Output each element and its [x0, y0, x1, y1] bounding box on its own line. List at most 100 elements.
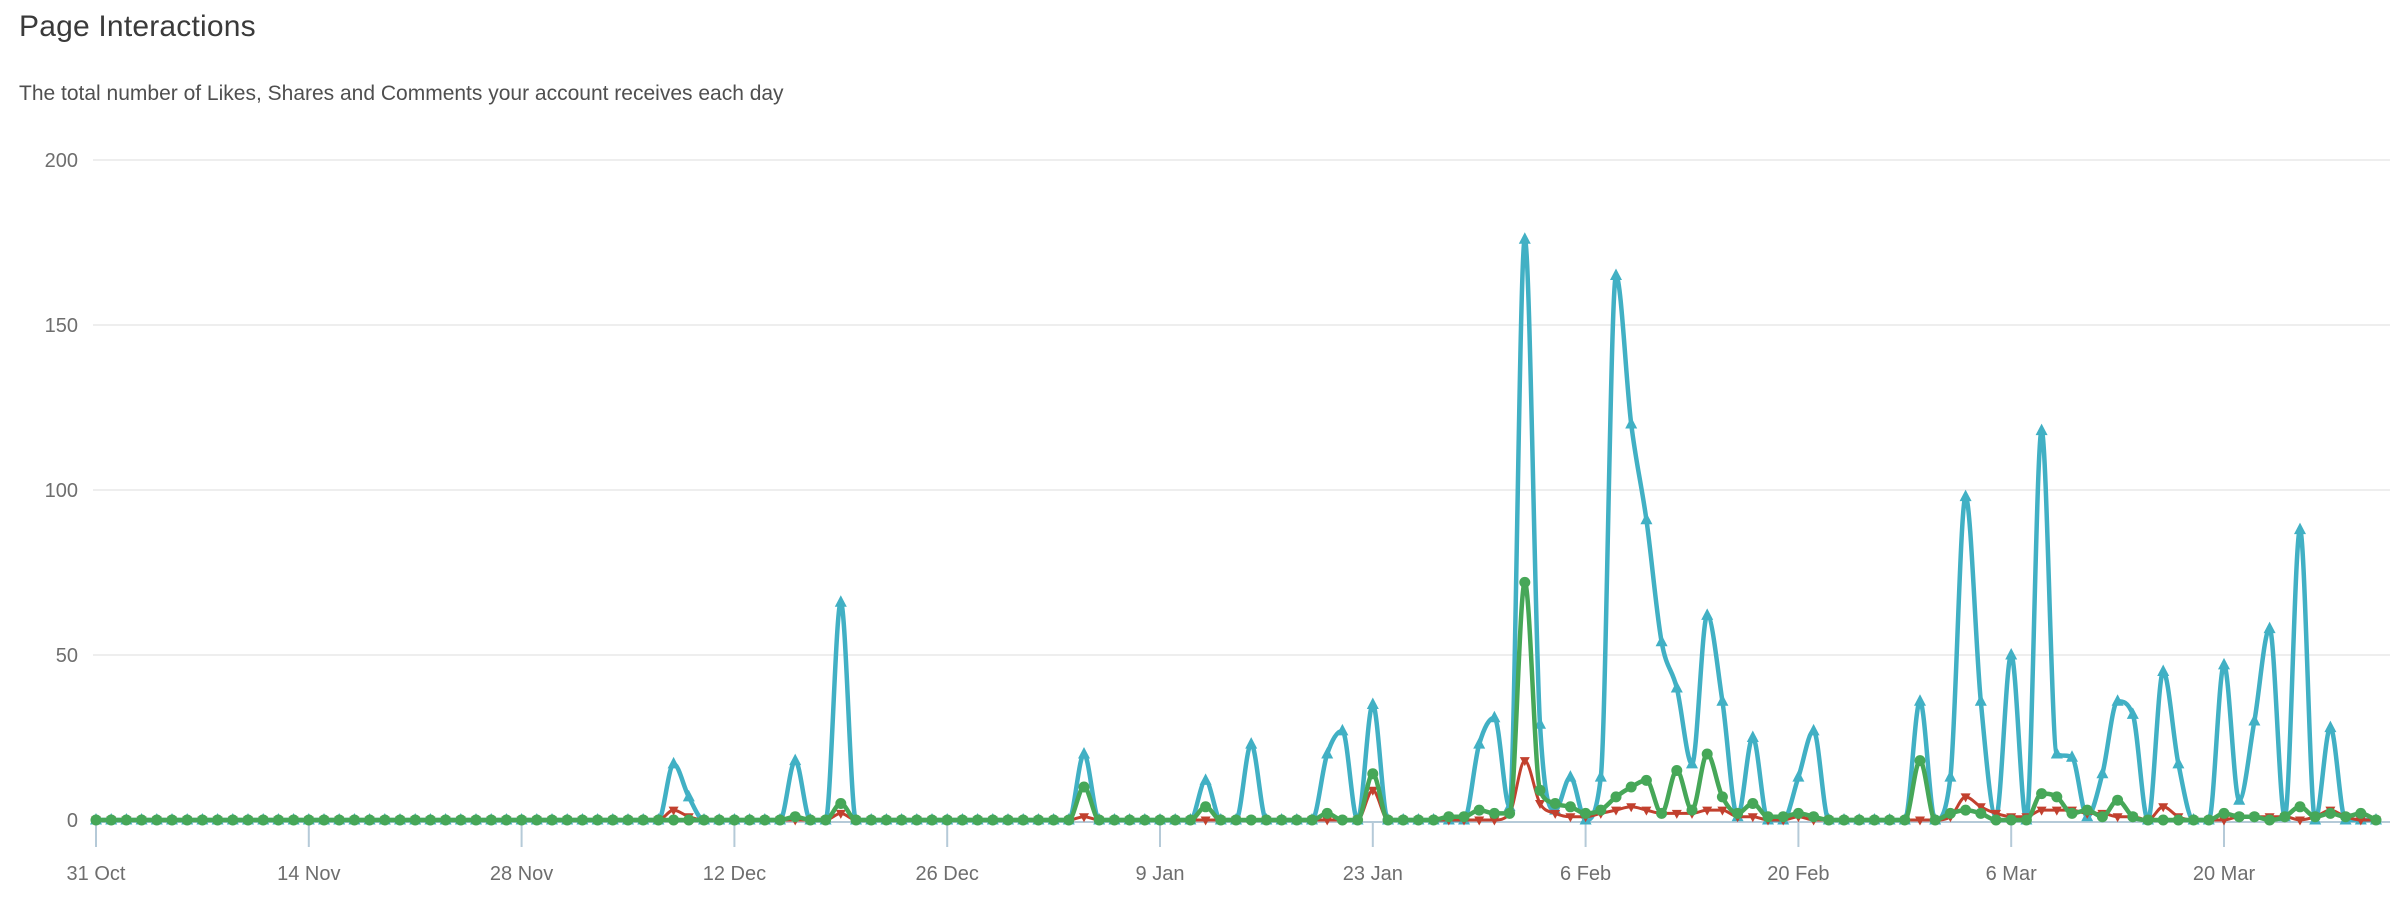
series-likes-marker-triangle-up-icon [667, 756, 680, 769]
series-comments-marker-triangle-down-icon [2295, 816, 2305, 826]
series-shares-marker-circle-icon [804, 814, 816, 826]
series-shares-marker-circle-icon [2294, 801, 2306, 813]
series-shares-marker-circle-icon [227, 814, 239, 826]
series-shares-marker-circle-icon [1564, 801, 1576, 813]
series-shares-marker-circle-icon [1367, 768, 1379, 780]
series-likes-marker-triangle-up-icon [1807, 723, 1820, 736]
series-comments-marker-triangle-down-icon [1200, 816, 1211, 826]
series-likes-marker-triangle-up-icon [1610, 268, 1622, 280]
series-shares-marker-circle-icon [1352, 814, 1364, 826]
series-comments-marker-triangle-down-icon [1717, 806, 1728, 816]
series-shares-marker-circle-icon [546, 814, 558, 826]
series-shares-marker-circle-icon [257, 814, 269, 826]
series-shares-marker-circle-icon [1078, 781, 1090, 793]
series-shares-marker-circle-icon [2020, 814, 2032, 826]
series-shares-marker-circle-icon [379, 814, 391, 826]
series-shares-marker-circle-icon [1245, 814, 1257, 826]
series-likes-marker-triangle-up-icon [1518, 232, 1531, 244]
series-shares-marker-circle-icon [2066, 807, 2078, 819]
series-likes-marker-triangle-up-icon [1488, 710, 1501, 723]
series-shares-marker-circle-icon [2096, 811, 2108, 823]
series-comments-marker-triangle-down-icon [2112, 813, 2123, 823]
x-axis-label: 6 Mar [1986, 863, 2037, 885]
series-shares-marker-circle-icon [622, 814, 634, 826]
series-shares-marker-circle-icon [470, 814, 482, 826]
series-shares-marker-circle-icon [1777, 811, 1789, 823]
series-shares-marker-circle-icon [2172, 814, 2184, 826]
series-shares-marker-circle-icon [2081, 804, 2093, 816]
x-axis-label: 9 Jan [1136, 863, 1185, 885]
series-shares-marker-circle-icon [120, 814, 132, 826]
series-shares-marker-circle-icon [1397, 814, 1409, 826]
x-axis-label: 28 Nov [490, 863, 553, 885]
series-shares-marker-circle-icon [424, 814, 436, 826]
series-shares-marker-circle-icon [2142, 814, 2154, 826]
series-likes-marker-triangle-up-icon [1336, 723, 1349, 736]
series-shares-marker-circle-icon [1473, 804, 1485, 816]
series-shares-marker-circle-icon [2264, 814, 2276, 826]
x-axis-label: 20 Mar [2193, 863, 2256, 885]
series-shares-marker-circle-icon [1914, 755, 1926, 767]
series-shares-marker-circle-icon [1640, 774, 1652, 786]
series-shares-marker-circle-icon [2112, 794, 2124, 806]
series-shares-marker-circle-icon [987, 814, 999, 826]
x-axis-label: 31 Oct [67, 863, 126, 885]
x-axis-label: 20 Feb [1767, 863, 1829, 885]
series-comments-marker-triangle-down-icon [1535, 800, 1545, 809]
series-likes-marker-triangle-up-icon [1959, 489, 1972, 502]
series-likes-marker-triangle-up-icon [1974, 694, 1987, 706]
series-comments-marker-triangle-down-icon [1671, 809, 1682, 819]
series-likes-marker-triangle-up-icon [1686, 756, 1698, 769]
series-shares-marker-circle-icon [440, 814, 452, 826]
series-shares-marker-circle-icon [774, 814, 786, 826]
series-shares-marker-circle-icon [485, 814, 497, 826]
series-likes-marker-triangle-up-icon [2066, 750, 2078, 762]
series-likes-marker-triangle-up-icon [2294, 522, 2306, 535]
series-comments-marker-triangle-down-icon [1322, 816, 1333, 826]
series-shares-marker-circle-icon [896, 814, 908, 826]
series-shares-marker-circle-icon [1990, 814, 2002, 826]
series-shares-marker-circle-icon [1838, 814, 1850, 826]
series-likes-marker-triangle-up-icon [1746, 730, 1759, 742]
series-likes-marker-triangle-up-icon [1914, 694, 1926, 706]
y-axis-label: 0 [67, 810, 78, 832]
series-shares-marker-circle-icon [1960, 804, 1972, 816]
series-shares-marker-circle-icon [242, 814, 254, 826]
series-shares-marker-circle-icon [1002, 814, 1014, 826]
x-axis-label: 12 Dec [703, 863, 766, 885]
series-shares-marker-circle-icon [1686, 804, 1698, 816]
series-shares-marker-circle-icon [1656, 807, 1668, 819]
series-likes-marker-triangle-up-icon [1473, 737, 1486, 749]
series-shares-marker-circle-icon [1336, 814, 1348, 826]
series-likes-marker-triangle-up-icon [1792, 770, 1805, 782]
series-shares-marker-circle-icon [1139, 814, 1151, 826]
series-shares-marker-circle-icon [2005, 814, 2017, 826]
series-shares-marker-circle-icon [151, 814, 163, 826]
series-likes-marker-triangle-up-icon [2111, 694, 2124, 706]
series-line-likes [93, 236, 2379, 823]
series-likes-marker-triangle-up-icon [1594, 770, 1607, 782]
series-shares-marker-circle-icon [2370, 814, 2382, 826]
series-shares-marker-circle-icon [1291, 814, 1303, 826]
series-shares-marker-circle-icon [1458, 811, 1470, 823]
series-shares-marker-circle-icon [1625, 781, 1637, 793]
series-shares-marker-circle-icon [850, 814, 862, 826]
series-likes-marker-triangle-up-icon [1534, 717, 1546, 729]
series-likes-marker-triangle-up-icon [2035, 423, 2048, 436]
series-shares-marker-circle-icon [394, 814, 406, 826]
series-shares-marker-circle-icon [272, 814, 284, 826]
series-shares-marker-circle-icon [90, 814, 102, 826]
series-shares-marker-circle-icon [2355, 807, 2367, 819]
y-axis-label: 150 [45, 315, 78, 337]
series-likes-marker-triangle-up-icon [834, 595, 847, 607]
series-shares-marker-circle-icon [2203, 814, 2215, 826]
series-shares-marker-circle-icon [288, 814, 300, 826]
series-likes-marker-triangle-up-icon [1321, 747, 1334, 759]
series-shares-marker-circle-icon [1321, 807, 1333, 819]
series-shares-marker-circle-icon [2218, 807, 2230, 819]
series-likes-marker-triangle-up-icon [2263, 621, 2276, 634]
series-shares-marker-circle-icon [911, 814, 923, 826]
series-comments-marker-triangle-down-icon [1519, 757, 1530, 767]
series-comments-marker-triangle-down-icon [1489, 816, 1500, 826]
series-likes-marker-triangle-up-icon [1701, 608, 1714, 620]
